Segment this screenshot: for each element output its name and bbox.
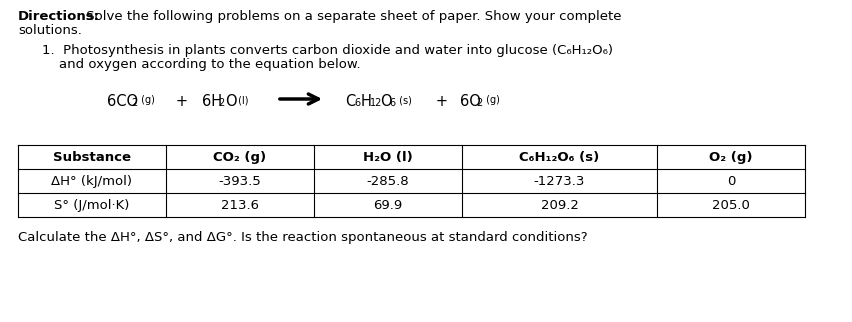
Text: H: H [360,94,371,109]
Text: O: O [379,94,391,109]
Text: Substance: Substance [53,151,131,164]
Text: (g): (g) [138,95,155,105]
Text: -393.5: -393.5 [218,175,261,188]
Text: (s): (s) [395,95,412,105]
Text: 12: 12 [370,98,382,108]
Text: ΔH° (kJ/mol): ΔH° (kJ/mol) [51,175,132,188]
Text: Solve the following problems on a separate sheet of paper. Show your complete: Solve the following problems on a separa… [82,10,621,23]
Text: (l): (l) [234,95,248,105]
Text: +: + [422,94,461,109]
Text: -285.8: -285.8 [366,175,409,188]
Text: 1.  Photosynthesis in plants converts carbon dioxide and water into glucose (C₆H: 1. Photosynthesis in plants converts car… [42,44,613,57]
Text: 6O: 6O [459,94,481,109]
Text: 6CO: 6CO [106,94,138,109]
Text: 6: 6 [354,98,360,108]
Text: -1273.3: -1273.3 [533,175,584,188]
Text: 2: 2 [131,98,137,108]
Text: and oxygen according to the equation below.: and oxygen according to the equation bel… [42,58,360,71]
Text: 209.2: 209.2 [540,199,578,212]
Text: Directions:: Directions: [18,10,100,23]
Text: 69.9: 69.9 [373,199,402,212]
Text: 213.6: 213.6 [221,199,259,212]
Text: C: C [344,94,354,109]
Text: C₆H₁₂O₆ (s): C₆H₁₂O₆ (s) [519,151,599,164]
Text: +: + [162,94,202,109]
Text: CO₂ (g): CO₂ (g) [213,151,266,164]
Text: O₂ (g): O₂ (g) [708,151,751,164]
Text: solutions.: solutions. [18,24,82,37]
Text: Calculate the ΔH°, ΔS°, and ΔG°. Is the reaction spontaneous at standard conditi: Calculate the ΔH°, ΔS°, and ΔG°. Is the … [18,231,587,244]
Text: 2: 2 [218,98,224,108]
Text: (g): (g) [482,95,499,105]
Text: H₂O (l): H₂O (l) [363,151,412,164]
Text: 6H: 6H [202,94,222,109]
Text: 205.0: 205.0 [711,199,749,212]
Text: S° (J/mol·K): S° (J/mol·K) [55,199,130,212]
Text: 6: 6 [389,98,394,108]
Text: 0: 0 [726,175,734,188]
Text: 2: 2 [475,98,481,108]
Text: O: O [225,94,236,109]
